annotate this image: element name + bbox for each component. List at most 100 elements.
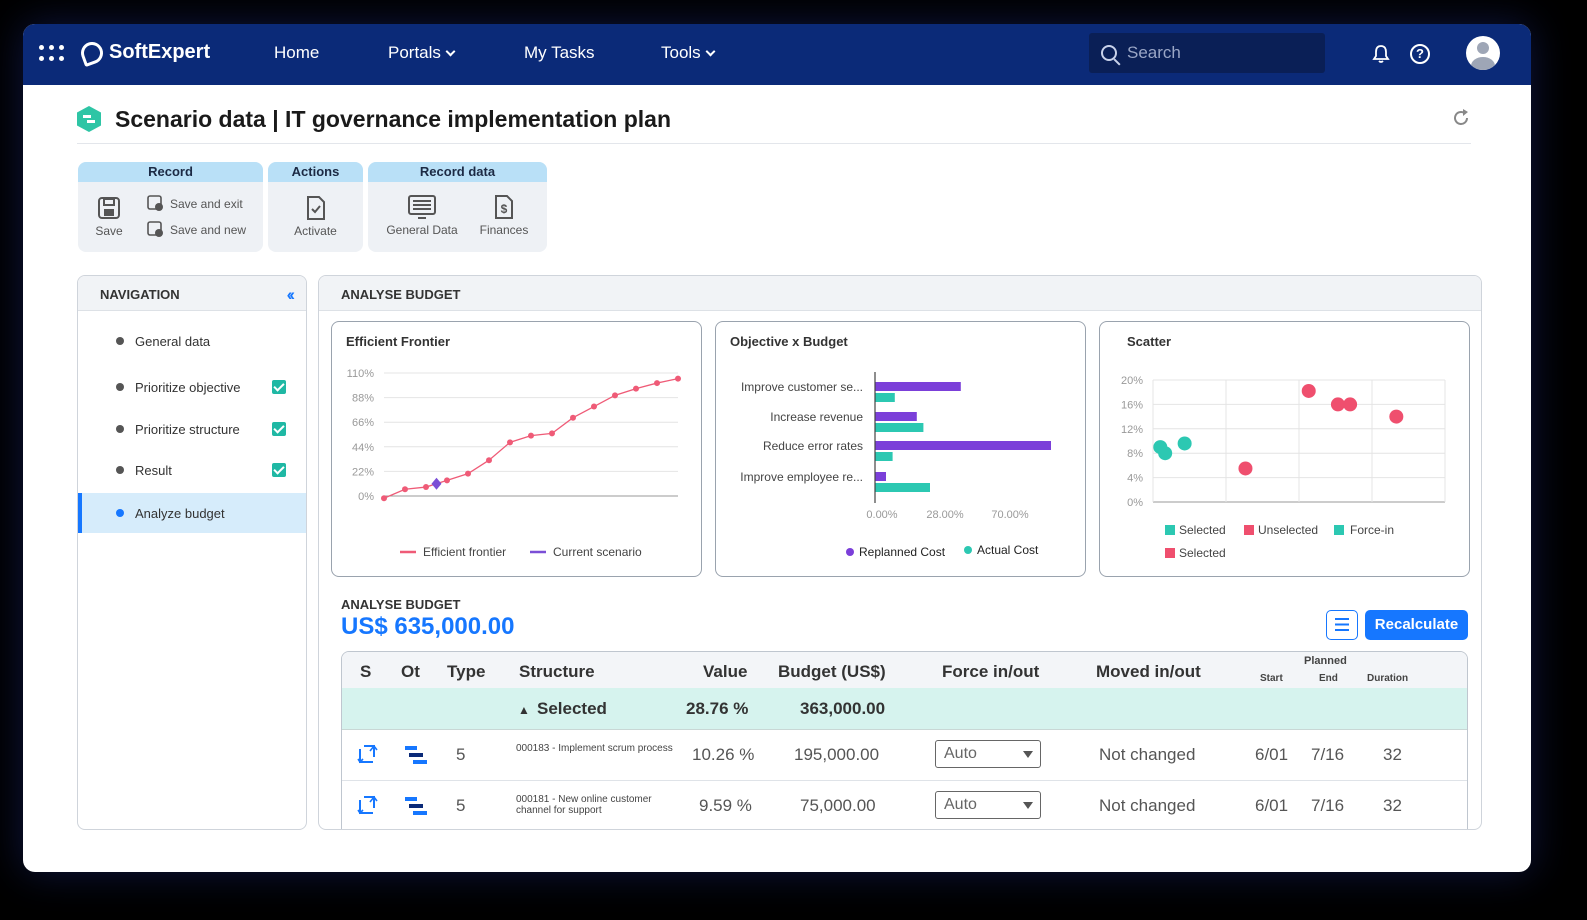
scatter-point-unselected[interactable] (1301, 383, 1316, 398)
legend-current-scenario: Current scenario (553, 545, 642, 559)
scatter-point-unselected[interactable] (1343, 397, 1358, 412)
nav-tools[interactable]: Tools (661, 43, 716, 63)
navigation-title: NAVIGATION (100, 287, 180, 302)
frontier-point[interactable] (570, 414, 576, 421)
frontier-point[interactable] (423, 484, 429, 491)
search-icon (1101, 45, 1117, 61)
app-grid-icon[interactable] (39, 45, 64, 63)
nav-item-prioritize-structure[interactable]: Prioritize structure (78, 409, 306, 449)
y-tick-label: 16% (1121, 399, 1143, 411)
table-header: S Ot Type Structure Value Budget (US$) F… (342, 652, 1467, 688)
list-view-button[interactable] (1326, 610, 1358, 640)
nav-home[interactable]: Home (274, 43, 319, 63)
scatter-point-selected[interactable] (1177, 436, 1192, 451)
table-row[interactable]: 5 000181 - New online customer channel f… (342, 781, 1467, 829)
frontier-point[interactable] (402, 486, 408, 493)
cell-structure[interactable]: 000181 - New online customer channel for… (516, 794, 652, 816)
frontier-point[interactable] (654, 380, 660, 387)
frontier-point[interactable] (507, 439, 513, 446)
toolbar-actions-group: Actions Activate (268, 162, 363, 252)
bullet-icon (116, 383, 124, 391)
frontier-point[interactable] (528, 432, 534, 439)
collapse-double-chevron-icon[interactable]: ‹‹ (286, 285, 296, 304)
bar-actual-cost[interactable] (875, 483, 930, 492)
brand-logo[interactable]: SoftExpert (77, 38, 210, 67)
toolbar-actions-header: Actions (268, 162, 363, 182)
bar-replanned-cost[interactable] (875, 441, 1051, 450)
scatter-point-unselected[interactable] (1238, 461, 1253, 476)
category-label: Increase revenue (770, 410, 863, 424)
x-tick-label: 70.00% (991, 509, 1029, 521)
frontier-point[interactable] (675, 375, 681, 382)
chart-title: Objective x Budget (730, 334, 848, 349)
frontier-point[interactable] (612, 392, 618, 399)
group-budget: 363,000.00 (800, 699, 886, 718)
current-scenario-point[interactable] (431, 477, 442, 490)
bar-replanned-cost[interactable] (875, 472, 886, 481)
col-value[interactable]: Value (703, 662, 748, 681)
table-row[interactable]: 5 000183 - Implement scrum process 10.26… (342, 730, 1467, 781)
frontier-point[interactable] (381, 495, 387, 502)
y-tick-label: 20% (1121, 375, 1143, 387)
group-row-selected[interactable]: ▲ Selected 28.76 % 363,000.00 (342, 688, 1467, 730)
frontier-point[interactable] (486, 457, 492, 464)
bell-icon[interactable] (1371, 44, 1391, 64)
scatter-point-unselected[interactable] (1389, 409, 1404, 424)
frontier-point[interactable] (444, 477, 450, 484)
force-select[interactable]: Auto (935, 740, 1041, 768)
general-data-button[interactable]: General Data (382, 195, 462, 237)
save-button[interactable]: Save (94, 196, 124, 238)
bar-actual-cost[interactable] (875, 423, 924, 432)
cell-structure[interactable]: 000183 - Implement scrum process (516, 743, 673, 754)
y-tick-label: 44% (352, 442, 374, 454)
force-select[interactable]: Auto (935, 791, 1041, 819)
finances-button[interactable]: $ Finances (474, 195, 534, 237)
status-sync-icon[interactable] (356, 743, 378, 765)
nav-item-analyze-budget[interactable]: Analyze budget (78, 493, 306, 533)
col-budget[interactable]: Budget (US$) (778, 662, 886, 681)
activate-button[interactable]: Activate (278, 196, 353, 238)
avatar[interactable] (1466, 36, 1500, 70)
x-tick-label: 0.00% (866, 509, 897, 521)
recalculate-button[interactable]: Recalculate (1365, 610, 1468, 640)
search-input[interactable] (1127, 43, 1307, 63)
col-end[interactable]: End (1319, 673, 1338, 684)
legend-selected-2: Selected (1179, 546, 1226, 560)
bar-actual-cost[interactable] (875, 452, 893, 461)
col-force[interactable]: Force in/out (942, 662, 1040, 681)
scatter-point-selected[interactable] (1158, 446, 1173, 461)
cell-type: 5 (456, 745, 466, 764)
save-exit-icon (147, 195, 163, 211)
save-and-exit-button[interactable]: Save and exit (147, 195, 243, 212)
status-sync-icon[interactable] (356, 794, 378, 816)
collapse-triangle-icon[interactable]: ▲ (518, 703, 530, 717)
bar-replanned-cost[interactable] (875, 382, 961, 391)
col-structure[interactable]: Structure (519, 662, 595, 681)
bar-actual-cost[interactable] (875, 393, 895, 402)
y-tick-label: 12% (1121, 424, 1143, 436)
nav-item-result[interactable]: Result (78, 450, 306, 490)
bar-replanned-cost[interactable] (875, 412, 917, 421)
col-moved[interactable]: Moved in/out (1096, 662, 1201, 681)
nav-portals[interactable]: Portals (388, 43, 456, 63)
col-type[interactable]: Type (447, 662, 486, 681)
scatter-plot: 20% 16% 12% 8% 4% 0% Selected Unselected Forc… (1121, 375, 1446, 560)
col-start[interactable]: Start (1260, 673, 1283, 684)
col-ot[interactable]: Ot (401, 662, 420, 681)
nav-item-general-data[interactable]: General data (78, 321, 306, 361)
frontier-point[interactable] (591, 403, 597, 410)
nav-item-prioritize-objective[interactable]: Prioritize objective (78, 367, 306, 407)
help-icon[interactable]: ? (1410, 44, 1430, 64)
scatter-point-unselected[interactable] (1330, 397, 1345, 412)
save-and-new-button[interactable]: Save and new (147, 221, 246, 238)
frontier-point[interactable] (549, 430, 555, 437)
col-s[interactable]: S (360, 662, 372, 681)
frontier-point[interactable] (465, 470, 471, 477)
nav-my-tasks[interactable]: My Tasks (524, 43, 595, 63)
group-value: 28.76 % (686, 699, 749, 718)
structure-bars-icon (405, 746, 427, 764)
refresh-icon[interactable] (1451, 108, 1471, 128)
col-duration[interactable]: Duration (1367, 673, 1409, 684)
frontier-point[interactable] (633, 385, 639, 392)
activate-icon (306, 196, 325, 220)
